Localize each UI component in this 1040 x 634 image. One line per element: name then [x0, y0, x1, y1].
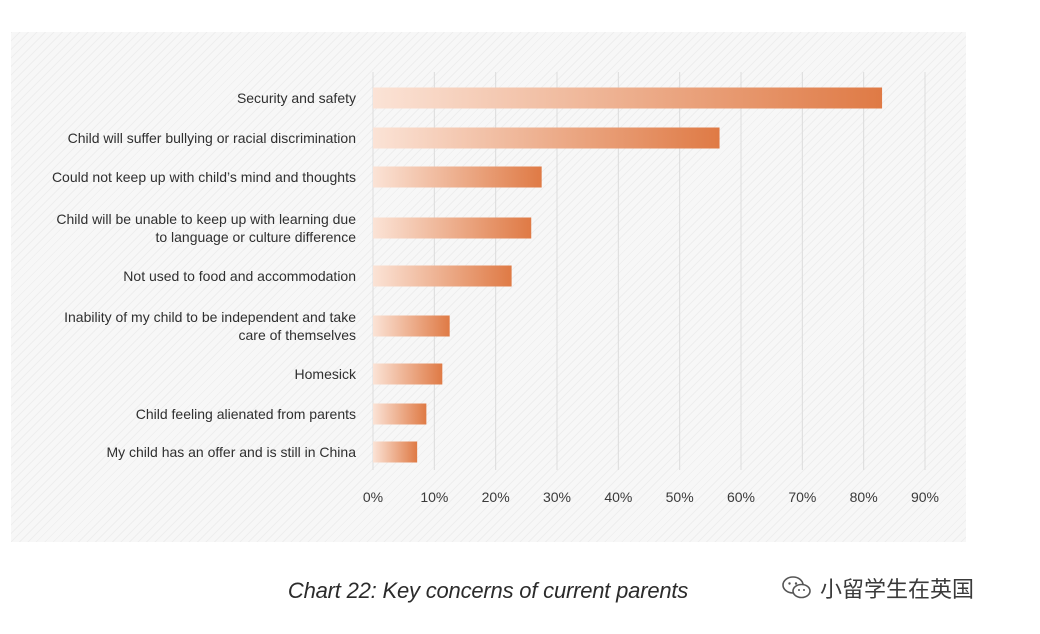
x-tick-label: 90% — [911, 489, 939, 505]
watermark: 小留学生在英国 — [782, 572, 974, 604]
category-label: My child has an offer and is still in Ch… — [106, 444, 356, 460]
category-label-line: to language or culture difference — [155, 229, 356, 245]
category-label-line: Child feeling alienated from parents — [136, 406, 356, 422]
category-label: Child feeling alienated from parents — [136, 406, 356, 422]
x-tick-label: 10% — [420, 489, 448, 505]
x-tick-label: 0% — [363, 489, 383, 505]
bar — [373, 166, 542, 188]
x-tick-label: 70% — [788, 489, 816, 505]
category-label: Child will suffer bullying or racial dis… — [68, 130, 356, 146]
bars — [373, 87, 883, 463]
bar — [373, 127, 720, 149]
x-axis-ticks: 0% 10% 20% 30% 40% 50% 60% 70% 80% 90% — [363, 489, 939, 505]
x-tick-label: 40% — [604, 489, 632, 505]
category-label: Homesick — [295, 366, 357, 382]
wechat-icon — [782, 576, 811, 599]
category-label-line: Not used to food and accommodation — [123, 268, 356, 284]
x-tick-label: 20% — [482, 489, 510, 505]
category-label: Security and safety — [237, 90, 356, 106]
watermark-text: 小留学生在英国 — [820, 578, 975, 603]
bar — [373, 265, 512, 287]
category-label: Child will be unable to keep up with lea… — [56, 211, 356, 245]
category-label: Could not keep up with child’s mind and … — [52, 169, 356, 185]
category-label-line: Could not keep up with child’s mind and … — [52, 169, 356, 185]
bar — [373, 363, 443, 385]
chart-caption: Chart 22: Key concerns of current parent… — [287, 578, 689, 603]
x-tick-label: 30% — [543, 489, 571, 505]
bar — [373, 403, 427, 425]
bar — [373, 217, 532, 239]
bar — [373, 441, 418, 463]
category-labels: Security and safety Child will suffer bul… — [52, 90, 357, 460]
x-tick-label: 80% — [850, 489, 878, 505]
bar — [373, 87, 883, 109]
category-label: Inability of my child to be independent … — [64, 309, 356, 343]
x-tick-label: 50% — [666, 489, 694, 505]
category-label-line: My child has an offer and is still in Ch… — [106, 444, 356, 460]
bar — [373, 315, 450, 337]
category-label-line: care of themselves — [239, 327, 357, 343]
category-label-line: Child will be unable to keep up with lea… — [56, 211, 356, 227]
x-tick-label: 60% — [727, 489, 755, 505]
category-label-line: Homesick — [295, 366, 357, 382]
category-label-line: Child will suffer bullying or racial dis… — [68, 130, 356, 146]
category-label-line: Inability of my child to be independent … — [64, 309, 356, 325]
chart-panel — [11, 32, 966, 542]
category-label: Not used to food and accommodation — [123, 268, 356, 284]
category-label-line: Security and safety — [237, 90, 356, 106]
